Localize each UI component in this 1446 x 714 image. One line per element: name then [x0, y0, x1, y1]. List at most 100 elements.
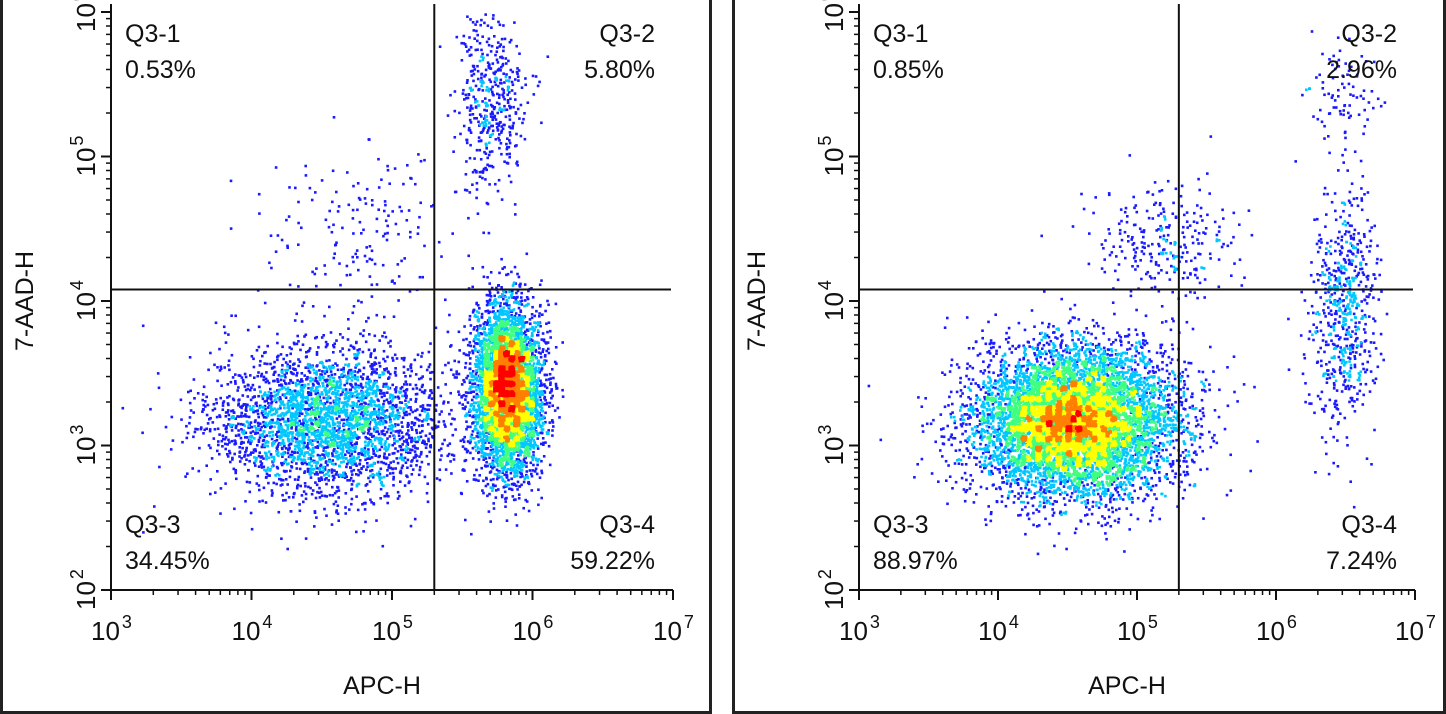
event-dot: [471, 311, 475, 314]
event-dot: [510, 270, 513, 274]
event-dot: [284, 420, 288, 423]
event-dot: [249, 511, 253, 515]
event-dot: [352, 468, 356, 472]
event-dot: [500, 152, 503, 156]
event-dot: [476, 395, 480, 398]
event-dot: [402, 371, 406, 374]
event-dot: [480, 432, 483, 436]
event-dot: [365, 381, 368, 385]
event-dot: [547, 303, 550, 307]
event-dot: [475, 369, 478, 372]
event-dot: [398, 205, 402, 209]
event-dot: [299, 401, 303, 405]
event-dot: [282, 442, 286, 445]
event-dot: [307, 429, 311, 433]
event-dot: [367, 360, 370, 364]
event-dot: [331, 392, 335, 396]
event-dot: [324, 272, 327, 276]
event-dot: [508, 152, 511, 156]
event-dot: [496, 316, 499, 320]
event-dot: [290, 390, 293, 393]
event-dot: [385, 238, 389, 242]
event-dot: [213, 428, 217, 431]
event-dot: [409, 230, 412, 234]
event-dot: [369, 364, 372, 368]
event-dot: [375, 313, 379, 317]
event-dot: [341, 473, 344, 477]
event-dot: [409, 408, 413, 412]
event-dot: [259, 456, 263, 459]
event-dot: [383, 456, 386, 460]
event-dot: [300, 494, 304, 497]
event-dot: [387, 377, 390, 380]
event-dot: [478, 307, 481, 310]
event-dot: [309, 366, 312, 369]
event-dot: [291, 439, 294, 443]
event-dot: [382, 385, 385, 388]
event-dot: [493, 315, 497, 318]
event-dot: [379, 497, 382, 500]
event-dot: [321, 425, 324, 428]
event-dot: [418, 275, 422, 279]
event-dot: [535, 472, 539, 476]
event-dot: [379, 416, 383, 419]
event-dot: [471, 436, 474, 440]
event-dot: [358, 198, 362, 201]
event-dot: [440, 454, 443, 457]
event-dot: [311, 454, 315, 458]
event-dot: [364, 451, 367, 454]
event-dot: [509, 133, 512, 137]
event-dot: [551, 434, 554, 437]
event-dot: [267, 450, 271, 453]
event-dot: [489, 67, 493, 70]
event-dot: [277, 421, 281, 425]
event-dot: [232, 416, 235, 419]
event-dot: [201, 398, 204, 402]
event-dot: [395, 414, 398, 417]
event-dot: [467, 254, 470, 258]
event-dot: [497, 68, 500, 71]
event-dot: [325, 406, 329, 410]
event-dot: [362, 329, 366, 332]
event-dot: [264, 469, 268, 473]
event-dot: [171, 439, 175, 442]
event-dot: [319, 410, 323, 414]
event-dot: [192, 411, 195, 414]
event-dot: [330, 468, 334, 471]
event-dot: [481, 379, 484, 383]
event-dot: [488, 298, 492, 301]
event-dot: [350, 373, 353, 376]
event-dot: [501, 127, 505, 131]
event-dot: [464, 414, 467, 418]
event-dot: [332, 432, 335, 435]
event-dot: [259, 359, 262, 363]
event-dot: [425, 408, 429, 412]
event-dot: [223, 366, 226, 369]
event-dot: [438, 468, 442, 471]
event-dot: [438, 478, 442, 482]
event-dot: [406, 447, 410, 450]
event-dot: [538, 80, 541, 84]
event-dot: [426, 500, 430, 504]
event-dot: [509, 471, 513, 475]
event-dot: [403, 456, 407, 460]
event-dot: [301, 436, 304, 439]
event-dot: [389, 466, 393, 470]
event-dot: [475, 337, 479, 341]
event-dot: [490, 358, 494, 361]
event-dot: [494, 489, 498, 492]
event-dot: [482, 275, 486, 279]
event-dot: [509, 126, 513, 130]
event-dot: [323, 426, 326, 430]
event-dot: [316, 473, 319, 476]
event-dot: [504, 57, 508, 60]
event-dot: [258, 451, 261, 454]
event-dot: [397, 299, 400, 302]
event-dot: [410, 428, 414, 431]
event-dot: [209, 478, 212, 481]
event-dot: [325, 370, 329, 374]
event-dot: [314, 435, 317, 438]
event-dot: [465, 189, 469, 192]
event-dot: [538, 390, 542, 393]
event-dot: [488, 320, 492, 323]
